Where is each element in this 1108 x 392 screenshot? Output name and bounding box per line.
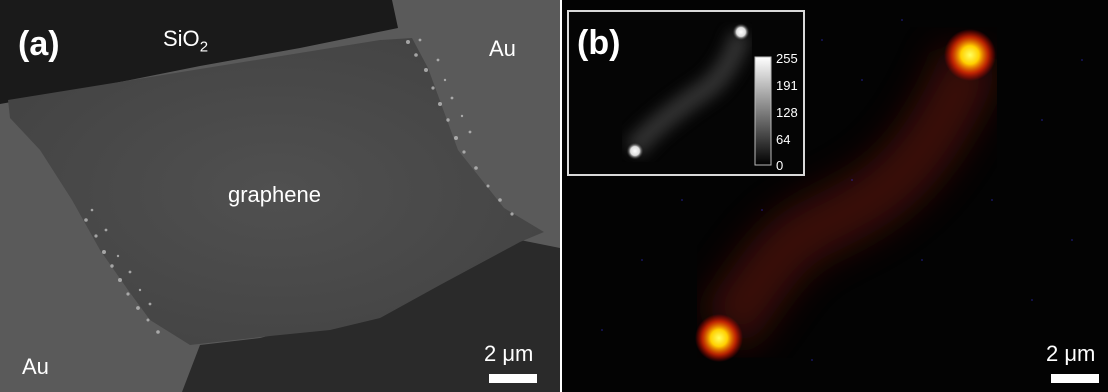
scale-bar-unit-a: μm <box>502 341 534 366</box>
inset-channel <box>624 30 752 158</box>
scale-bar-label-b: 2 μm <box>1046 343 1095 365</box>
colorbar-tick-64: 64 <box>776 132 791 147</box>
sio2-label: SiO2 <box>163 26 209 56</box>
colorbar-tick-0: 0 <box>776 158 784 173</box>
scale-bar-label-a: 2 μm <box>484 343 533 365</box>
inset-grayscale-image: 255 191 128 64 0 <box>567 10 805 176</box>
emission-spot-bottom <box>695 314 743 362</box>
inset-image <box>569 12 803 174</box>
scale-bar-unit-b: μm <box>1064 341 1096 366</box>
scale-bar-b <box>1051 374 1099 383</box>
sio2-label-main: SiO <box>163 26 200 51</box>
colorbar-tick-255: 255 <box>776 51 798 66</box>
scale-bar-a <box>489 374 537 383</box>
sem-image-background <box>0 0 560 392</box>
panel-a-label: (a) <box>18 25 60 63</box>
au-particle-clusters <box>84 38 514 334</box>
sio2-label-subscript: 2 <box>199 38 209 56</box>
inset-spot-bottom <box>626 142 644 160</box>
emission-channel <box>700 45 1001 352</box>
colorbar-tick-128: 128 <box>776 105 798 120</box>
scale-bar-number-b: 2 <box>1046 341 1065 366</box>
graphene-sheet <box>8 38 544 345</box>
scale-bar-number-a: 2 <box>484 341 503 366</box>
emission-image-background <box>562 0 1108 392</box>
noise-speckles <box>601 19 1083 361</box>
au-bottom-label: Au <box>22 354 49 379</box>
au-top-label: Au <box>489 36 516 61</box>
panel-b-label: (b) <box>577 24 621 62</box>
sio2-region <box>0 0 398 104</box>
graphene-label: graphene <box>228 182 321 207</box>
colorbar-tick-191: 191 <box>776 78 798 93</box>
panel-a-sem-image: (a) SiO2 Au graphene Au 2 μm <box>0 0 560 392</box>
panel-b-emission-image: 255 191 128 64 0 (b) 2 μm <box>562 0 1108 392</box>
inset-spot-top <box>732 23 750 41</box>
colorbar <box>754 56 772 166</box>
emission-spot-top <box>944 29 996 81</box>
